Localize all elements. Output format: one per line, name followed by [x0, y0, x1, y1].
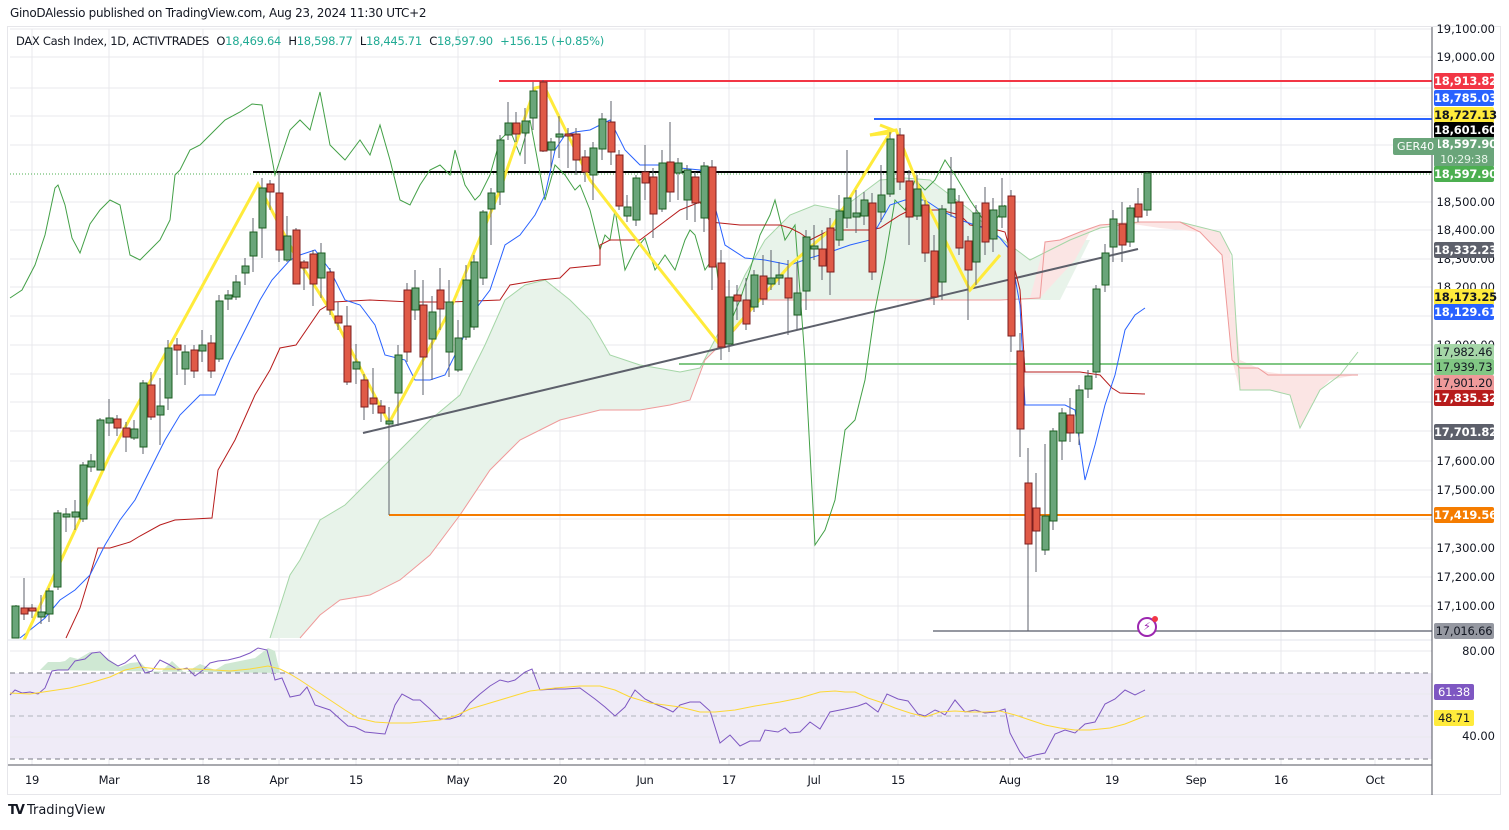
rsi-line — [9, 647, 1146, 759]
gridlines — [10, 28, 1432, 765]
price-tag-18913: 18,913.82 — [1434, 73, 1497, 89]
price-tag-kijun: 17,835.32 — [1434, 390, 1497, 406]
rsi-tick-80: 80.00 — [1462, 644, 1495, 658]
open-value: 18,469.64 — [225, 34, 281, 48]
price-tag-trendline: 18,332.23 — [1434, 242, 1497, 258]
low-value: 18,445.71 — [366, 34, 422, 48]
published-line: GinoDAlessio published on TradingView.co… — [10, 6, 427, 20]
price-tag-18785: 18,785.03 — [1434, 90, 1497, 106]
tradingview-logo-icon: TV — [8, 803, 25, 818]
rsi-ma-line — [9, 665, 1146, 731]
ichimoku-cloud-bullish — [270, 178, 1090, 638]
price-tag-17939: 17,939.73 — [1434, 359, 1494, 375]
price-tag-close: 18,597.90 — [1434, 166, 1497, 182]
price-tag-chikou: 17,701.82 — [1434, 424, 1497, 440]
high-value: 18,598.77 — [296, 34, 353, 48]
price-tag-tenkan: 18,129.61 — [1434, 304, 1497, 320]
change-value: +156.15 (+0.85%) — [500, 34, 604, 48]
price-tag-zigzag: 18,173.25 — [1434, 289, 1497, 305]
rsi-tick-40: 40.00 — [1462, 729, 1495, 743]
ichimoku-span-b — [299, 221, 1358, 639]
price-tag-17419: 17,419.56 — [1434, 507, 1497, 523]
price-tag-18601: 18,601.60 — [1434, 122, 1497, 138]
price-tag-17016: 17,016.66 — [1434, 623, 1494, 639]
symbol-name[interactable]: DAX Cash Index, 1D, ACTIVTRADES — [16, 34, 210, 48]
ichimoku-cloud-bearish — [1030, 222, 1355, 428]
candles — [11, 80, 1152, 639]
price-chart[interactable] — [8, 27, 1502, 796]
bar-countdown: 10:29:38 — [1440, 153, 1488, 166]
price-tag-18727: 18,727.13 — [1434, 107, 1497, 123]
rsi-ma-value-tag: 48.71 — [1434, 710, 1474, 726]
last-price-tag: 18,597.90 10:29:38 — [1434, 137, 1497, 167]
rsi-value-tag: 61.38 — [1434, 684, 1474, 700]
tradingview-brand: TradingView — [26, 803, 106, 818]
price-tag-span-b: 17,901.20 — [1434, 375, 1494, 391]
tradingview-logo[interactable]: TV TradingView — [8, 803, 105, 818]
close-value: 18,597.90 — [436, 34, 493, 48]
symbol-tag: GER40 — [1393, 138, 1439, 155]
symbol-legend: DAX Cash Index, 1D, ACTIVTRADES O18,469.… — [16, 34, 604, 48]
ichimoku-span-a — [269, 177, 1359, 639]
price-tag-span-a: 17,982.46 — [1434, 344, 1494, 360]
alert-lightning-icon[interactable]: ⚡ — [1137, 616, 1158, 637]
